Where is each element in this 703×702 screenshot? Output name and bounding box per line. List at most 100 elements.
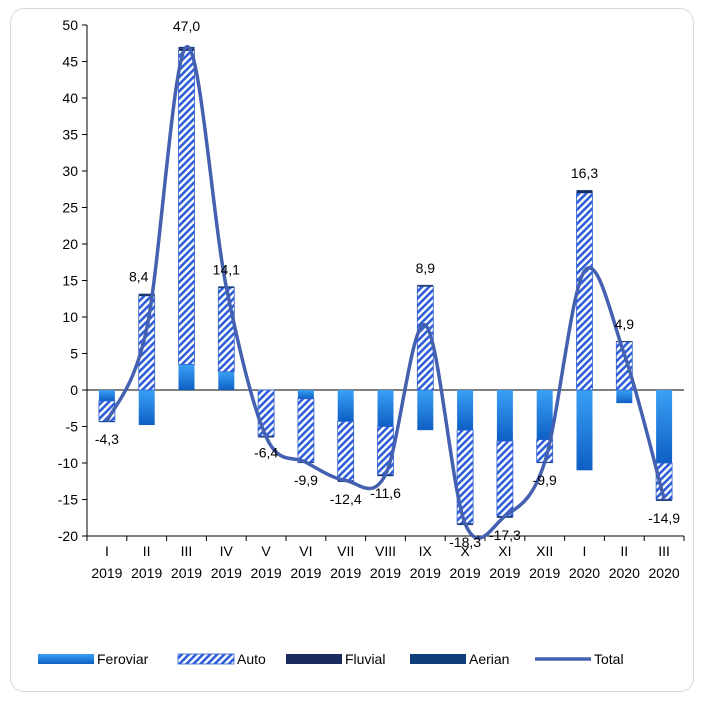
x-tick-label-month: II <box>620 543 628 559</box>
bar-feroviar-8 <box>417 390 434 431</box>
bar-feroviar-10 <box>496 390 513 442</box>
bar-fluvial-12 <box>576 190 593 193</box>
bar-feroviar-1 <box>138 390 155 426</box>
bar-fluvial-14 <box>656 499 673 501</box>
x-tick-label-year: 2020 <box>649 565 680 581</box>
bar-auto-6 <box>337 420 355 481</box>
data-label-total: -4,3 <box>95 431 119 447</box>
x-tick-label-month: VIII <box>375 543 396 559</box>
y-tick-label: 30 <box>62 163 78 179</box>
bar-feroviar-11 <box>536 390 553 440</box>
x-tick-label-year: 2019 <box>370 565 401 581</box>
bar-aerian-12 <box>576 189 593 191</box>
x-tick-label-year: 2019 <box>211 565 242 581</box>
x-tick-label-year: 2020 <box>609 565 640 581</box>
y-tick-label: 45 <box>62 54 78 70</box>
y-tick-label: -20 <box>58 528 78 544</box>
legend-item-fluvial: Fluvial <box>286 651 385 667</box>
data-label-total: -18,3 <box>449 534 481 550</box>
x-tick-label-month: I <box>583 543 587 559</box>
bar-feroviar-5 <box>297 390 314 399</box>
x-tick-label-year: 2019 <box>131 565 162 581</box>
legend-swatch <box>38 654 94 664</box>
bar-auto-5 <box>297 398 315 463</box>
x-tick-label-year: 2019 <box>529 565 560 581</box>
x-tick-label-year: 2019 <box>251 565 282 581</box>
y-tick-label: 25 <box>62 200 78 216</box>
bar-fluvial-13 <box>616 341 633 342</box>
y-tick-label: 10 <box>62 309 78 325</box>
y-tick-label: 20 <box>62 236 78 252</box>
legend-item-aerian: Aerian <box>410 651 509 667</box>
data-label-total: -14,9 <box>648 510 680 526</box>
x-tick-label-month: IX <box>419 543 433 559</box>
data-label-total: 47,0 <box>173 18 200 34</box>
legend-swatch <box>286 654 342 664</box>
legend-label: Aerian <box>469 651 509 667</box>
bar-fluvial-1 <box>138 294 155 296</box>
y-tick-label: 50 <box>62 17 78 33</box>
data-label-total: -9,9 <box>533 472 557 488</box>
x-tick-label-month: X <box>460 543 470 559</box>
bar-feroviar-3 <box>218 371 235 390</box>
legend-item-feroviar: Feroviar <box>38 651 149 667</box>
legend-item-auto: Auto <box>177 651 266 667</box>
data-label-total: -12,4 <box>330 491 362 507</box>
total-line <box>105 45 666 540</box>
x-tick-label-month: XI <box>498 543 511 559</box>
x-tick-label-month: V <box>261 543 271 559</box>
data-label-total: 8,9 <box>416 260 436 276</box>
x-tick-label-year: 2019 <box>410 565 441 581</box>
data-labels-group: -4,3 8,4 47,0 14,1 -6,4 -9,9 -12,4 -11,6 8,9 -18,… <box>95 18 680 550</box>
bar-aerian-1 <box>138 293 155 295</box>
x-tick-label-month: VI <box>299 543 312 559</box>
x-tick-label-year: 2019 <box>91 565 122 581</box>
bar-feroviar-13 <box>616 390 633 404</box>
y-tick-label: -10 <box>58 455 78 471</box>
bar-feroviar-7 <box>377 390 394 427</box>
legend-label: Fluvial <box>345 651 385 667</box>
legend-swatch <box>410 654 466 664</box>
y-tick-label: 35 <box>62 127 78 143</box>
y-tick-label: -5 <box>66 419 79 435</box>
bar-auto-1 <box>138 295 156 391</box>
y-tick-label: 0 <box>70 382 78 398</box>
bar-aerian-0 <box>98 421 115 423</box>
y-tick-label: 15 <box>62 273 78 289</box>
bar-auto-4 <box>257 389 275 437</box>
data-label-total: -9,9 <box>294 472 318 488</box>
data-label-total: -11,6 <box>370 485 401 501</box>
bars-group <box>98 46 673 526</box>
legend-swatch <box>177 653 235 665</box>
bar-aerian-14 <box>656 500 673 502</box>
bar-feroviar-2 <box>178 364 195 390</box>
x-tick-label-year: 2019 <box>290 565 321 581</box>
y-tick-label: -15 <box>58 492 78 508</box>
bar-aerian-8 <box>417 284 434 286</box>
x-tick-label-year: 2019 <box>171 565 202 581</box>
bar-auto-10 <box>496 440 514 517</box>
y-tick-label: 5 <box>70 346 78 362</box>
bar-feroviar-9 <box>457 390 474 431</box>
data-label-total: -17,3 <box>489 527 521 543</box>
legend: Feroviar Auto Fluvial Aerian Total <box>38 651 624 667</box>
bar-auto-3 <box>217 287 235 373</box>
x-tick-label-month: III <box>658 543 670 559</box>
x-tick-label-month: I <box>105 543 109 559</box>
data-label-total: 4,9 <box>615 316 635 332</box>
bar-feroviar-12 <box>576 390 593 471</box>
legend-label: Feroviar <box>97 651 149 667</box>
bar-fluvial-2 <box>178 48 195 51</box>
bar-fluvial-8 <box>417 285 434 287</box>
bar-feroviar-0 <box>98 390 115 401</box>
data-label-total: 8,4 <box>129 269 149 285</box>
x-tick-label-month: IV <box>220 543 234 559</box>
x-tick-label-month: II <box>143 543 151 559</box>
data-label-total: 14,1 <box>213 261 240 277</box>
axes-group: 50454035302520151050-5-10-15-20I2019II20… <box>58 17 685 581</box>
total-line-group <box>105 45 666 540</box>
bar-auto-2 <box>178 50 195 365</box>
x-tick-label-month: III <box>181 543 193 559</box>
data-label-total: -6,4 <box>254 444 278 460</box>
